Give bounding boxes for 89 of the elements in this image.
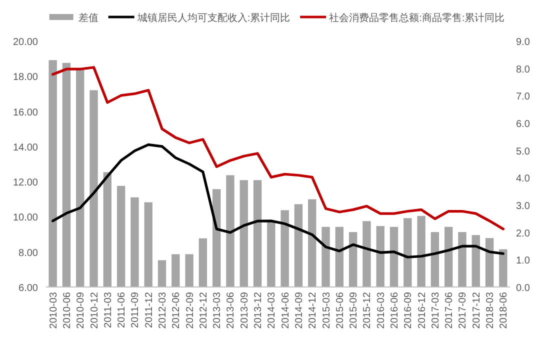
y2-tick-label: 4.0 (516, 174, 530, 185)
x-tick-label: 2017-12 (471, 292, 482, 329)
bar (76, 68, 84, 287)
y-tick-label: 20.00 (12, 37, 38, 48)
bar (280, 210, 289, 287)
bar (348, 232, 358, 287)
x-tick-label: 2012-03 (158, 292, 168, 329)
y-tick-label: 18.00 (12, 72, 38, 84)
x-tick-label: 2011-03 (102, 292, 114, 328)
y-tick-label: 14.00 (12, 142, 38, 154)
legend-label: 差值 (78, 12, 98, 24)
x-tick-label: 2013-03 (212, 292, 224, 329)
y-tick-label: 6.00 (18, 283, 38, 294)
x-tick-label: 2015-09 (348, 292, 360, 329)
x-tick-label: 2010-09 (76, 292, 87, 329)
bar (499, 249, 508, 287)
x-tick-label: 2011-09 (130, 292, 142, 328)
y2-tick-label: 1.0 (516, 256, 530, 267)
x-tick-label: 2012-06 (171, 292, 182, 329)
legend-label: 社会消费品零售总额:商品零售:累计同比 (329, 12, 505, 24)
y-tick-label: 16.00 (12, 107, 38, 118)
x-tick-label: 2016-06 (390, 292, 400, 329)
x-tick-label: 2018-03 (485, 292, 496, 329)
x-tick-label: 2018-06 (498, 292, 510, 329)
x-tick-label: 2017-09 (458, 292, 469, 329)
bar (308, 199, 316, 287)
y-tick-label: 8.00 (18, 248, 38, 259)
bar (362, 221, 371, 287)
y2-tick-label: 8.0 (516, 64, 530, 76)
y-tick-label: 12.00 (12, 178, 38, 189)
bar (48, 60, 57, 287)
bar (158, 260, 166, 287)
bar (322, 226, 330, 287)
y2-tick-label: 5.0 (516, 146, 530, 158)
bar (90, 90, 98, 287)
x-tick-label: 2013-09 (239, 292, 250, 329)
x-tick-label: 2013-06 (226, 292, 237, 329)
bar (335, 226, 344, 287)
x-tick-label: 2014-03 (266, 292, 278, 329)
bar (185, 254, 194, 287)
x-tick-label: 2014-06 (280, 292, 292, 329)
x-tick-label: 2017-03 (430, 292, 442, 329)
bar (430, 232, 440, 287)
bar (172, 254, 180, 287)
y2-tick-label: 3.0 (516, 201, 530, 212)
bar (130, 197, 139, 287)
x-tick-label: 2010-06 (62, 292, 73, 329)
bar (404, 218, 412, 287)
bar (253, 180, 262, 287)
bar (294, 204, 303, 287)
bar (226, 175, 234, 287)
bar (103, 172, 112, 287)
bar (444, 226, 453, 287)
bar (116, 186, 126, 287)
bar (472, 235, 480, 287)
x-tick-label: 2016-03 (376, 292, 387, 329)
bar (485, 238, 494, 287)
y2-tick-label: 6.0 (516, 119, 530, 130)
x-tick-label: 2016-12 (416, 292, 428, 329)
x-tick-label: 2016-09 (403, 292, 414, 329)
bar (390, 226, 398, 287)
x-tick-label: 2012-09 (184, 292, 196, 329)
y2-tick-label: 9.0 (516, 37, 530, 48)
x-tick-label: 2012-12 (198, 292, 210, 329)
x-tick-label: 2015-12 (362, 292, 374, 329)
bar (458, 232, 466, 287)
x-tick-label: 2017-06 (444, 292, 456, 329)
bar (62, 62, 71, 287)
x-tick-label: 2014-09 (294, 292, 305, 329)
legend-label: 城镇居民人均可支配收入:累计同比 (136, 12, 290, 24)
x-tick-label: 2015-06 (334, 292, 346, 329)
x-tick-label: 2013-12 (253, 292, 264, 329)
y-tick-label: 10.00 (12, 212, 38, 224)
bar (240, 180, 248, 287)
bar (198, 238, 208, 287)
y2-tick-label: 7.0 (516, 92, 530, 103)
bar (144, 202, 152, 287)
x-tick-label: 2010-03 (48, 292, 60, 329)
bar (212, 189, 221, 287)
x-tick-label: 2015-03 (321, 292, 332, 329)
x-tick-label: 2010-12 (89, 292, 100, 329)
y2-tick-label: 0.0 (516, 283, 530, 294)
y2-tick-label: 2.0 (516, 228, 530, 240)
bar (417, 216, 426, 287)
bar (376, 226, 384, 287)
bar (267, 222, 276, 287)
x-tick-label: 2011-06 (116, 292, 128, 328)
x-tick-label: 2011-12 (144, 292, 155, 328)
x-tick-label: 2014-12 (308, 292, 319, 329)
